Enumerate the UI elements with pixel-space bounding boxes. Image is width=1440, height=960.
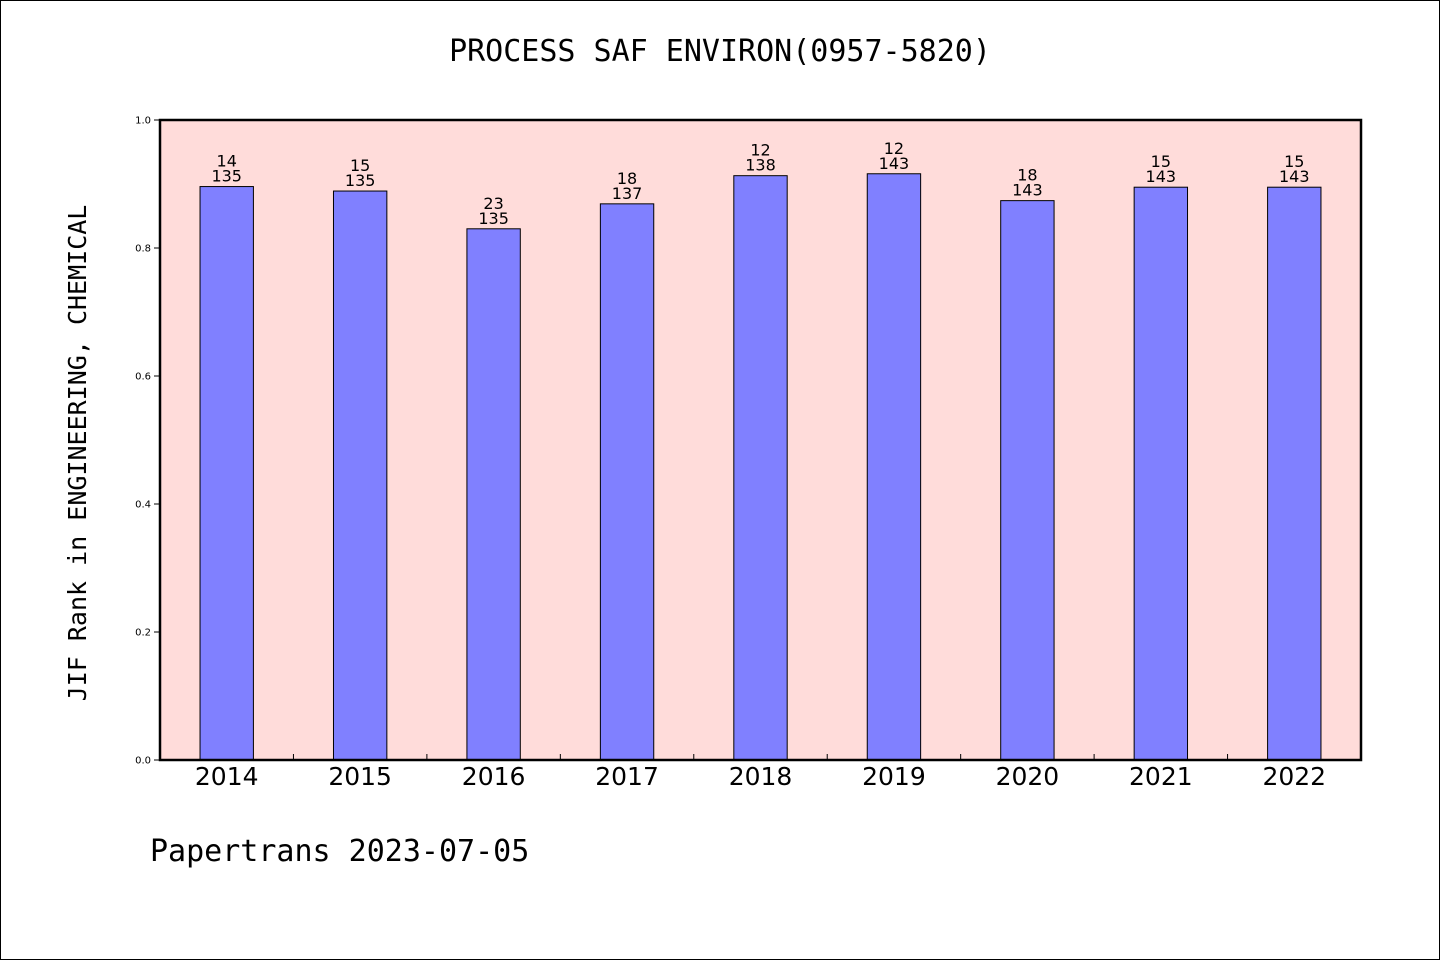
x-tick-label: 2022 — [1262, 762, 1326, 791]
y-tick-label: 0.4 — [135, 500, 151, 511]
x-tick-label: 2017 — [595, 762, 659, 791]
bar-2021 — [1133, 186, 1189, 761]
x-tick-label: 2020 — [996, 762, 1060, 791]
bar-2014 — [199, 186, 254, 761]
bar-total-label: 137 — [612, 184, 643, 203]
x-tick-label: 2016 — [462, 762, 526, 791]
y-tick-label: 0.6 — [135, 372, 151, 383]
bar-total-label: 143 — [1012, 181, 1043, 200]
bar-total-label: 138 — [745, 156, 776, 175]
x-tick-label: 2021 — [1129, 762, 1193, 791]
plot-border — [158, 118, 1363, 762]
bar-2020 — [1000, 200, 1055, 761]
bar-2016 — [466, 228, 521, 761]
bar-total-label: 143 — [879, 154, 910, 173]
x-tick-label: 2018 — [729, 762, 793, 791]
bar-rank-label: 15 — [1284, 152, 1304, 171]
footer-text: Papertrans 2023-07-05 — [150, 834, 530, 869]
bar-2018 — [733, 175, 788, 761]
bar-total-label: 143 — [1279, 167, 1310, 186]
bar-rank-label: 14 — [217, 152, 237, 171]
x-tick-label: 2019 — [862, 762, 926, 791]
bar-2019 — [866, 173, 922, 761]
y-axis-label: JIF Rank in ENGINEERING, CHEMICAL — [63, 205, 92, 702]
y-tick-label: 0.0 — [135, 756, 151, 767]
bar-total-label: 135 — [211, 167, 242, 186]
bar-2022 — [1267, 186, 1322, 761]
y-tick-label: 0.2 — [135, 628, 151, 639]
bar-2015 — [332, 190, 388, 761]
bar-2017 — [599, 203, 655, 761]
x-tick-label: 2014 — [195, 762, 259, 791]
y-tick-label: 0.8 — [135, 244, 151, 255]
bar-rank-label: 15 — [1151, 152, 1171, 171]
y-tick-label: 1.0 — [135, 116, 151, 127]
bar-total-label: 135 — [345, 171, 376, 190]
bar-rank-label: 12 — [884, 139, 904, 158]
chart-title: PROCESS SAF ENVIRON(0957-5820) — [449, 34, 991, 69]
x-tick-label: 2015 — [328, 762, 392, 791]
bar-rank-label: 18 — [617, 169, 637, 188]
bar-total-label: 143 — [1146, 167, 1177, 186]
bar-rank-label: 12 — [750, 141, 770, 160]
bar-total-label: 135 — [478, 209, 509, 228]
bar-rank-label: 23 — [483, 194, 503, 213]
bar-rank-label: 15 — [350, 156, 370, 175]
bar-rank-label: 18 — [1017, 166, 1037, 185]
